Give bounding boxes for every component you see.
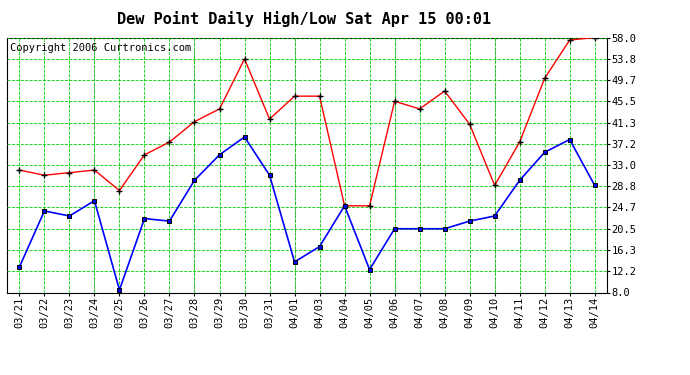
Text: Copyright 2006 Curtronics.com: Copyright 2006 Curtronics.com <box>10 43 191 52</box>
Text: Dew Point Daily High/Low Sat Apr 15 00:01: Dew Point Daily High/Low Sat Apr 15 00:0… <box>117 11 491 27</box>
